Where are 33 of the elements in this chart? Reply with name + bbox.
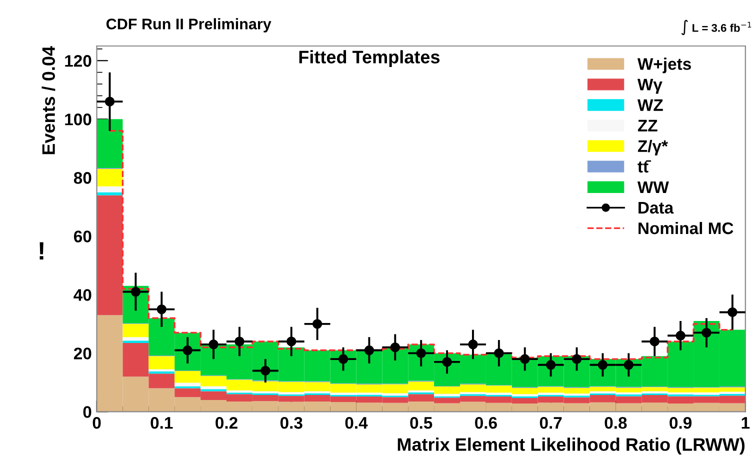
x-tick-label: 0.2 <box>216 417 238 429</box>
text: CDF Run II Preliminary <box>106 18 272 32</box>
x-tick-label: 0.1 <box>150 417 173 429</box>
y-tick-label: 120 <box>65 55 92 67</box>
y-axis-title: Events / 0.04 <box>42 46 56 154</box>
y-tick-label: 40 <box>74 289 92 301</box>
legend-label: Z/γ* <box>638 140 668 156</box>
x-tick-label: 0.5 <box>410 417 432 429</box>
y-tick-label: 60 <box>74 230 92 242</box>
y-tick-label: 80 <box>74 172 92 184</box>
legend-label: tt̄ <box>638 160 652 173</box>
x-tick-label: 1 <box>742 417 750 429</box>
text: ! <box>40 242 44 260</box>
x-axis-title: Matrix Element Likelihood Ratio (LRWW) <box>398 438 745 454</box>
legend-label: Nominal MC <box>638 222 734 234</box>
y-tick-label: 20 <box>74 348 92 360</box>
y-tick-label: 100 <box>65 114 92 126</box>
x-tick-label: 0.8 <box>604 417 627 429</box>
x-tick-label: 0 <box>92 417 101 429</box>
legend-label: WZ <box>637 99 663 111</box>
chart-title: Fitted Templates <box>299 50 440 68</box>
legend-label: Data <box>638 202 674 214</box>
x-tick-label: 0.3 <box>280 417 302 429</box>
x-tick-label: 0.7 <box>540 417 562 429</box>
legend-label: WW <box>637 181 669 193</box>
x-tick-label: 0.9 <box>670 417 692 429</box>
legend-label: W+jets <box>637 58 691 74</box>
x-tick-label: 0.4 <box>345 417 368 429</box>
legend-label: Wγ <box>637 78 662 94</box>
x-tick-label: 0.6 <box>475 417 497 429</box>
text: ∫ L = 3.6 fb$^{−1}$ <box>681 20 752 36</box>
legend-label: ZZ <box>638 120 658 132</box>
y-tick-label: 0 <box>83 406 92 418</box>
